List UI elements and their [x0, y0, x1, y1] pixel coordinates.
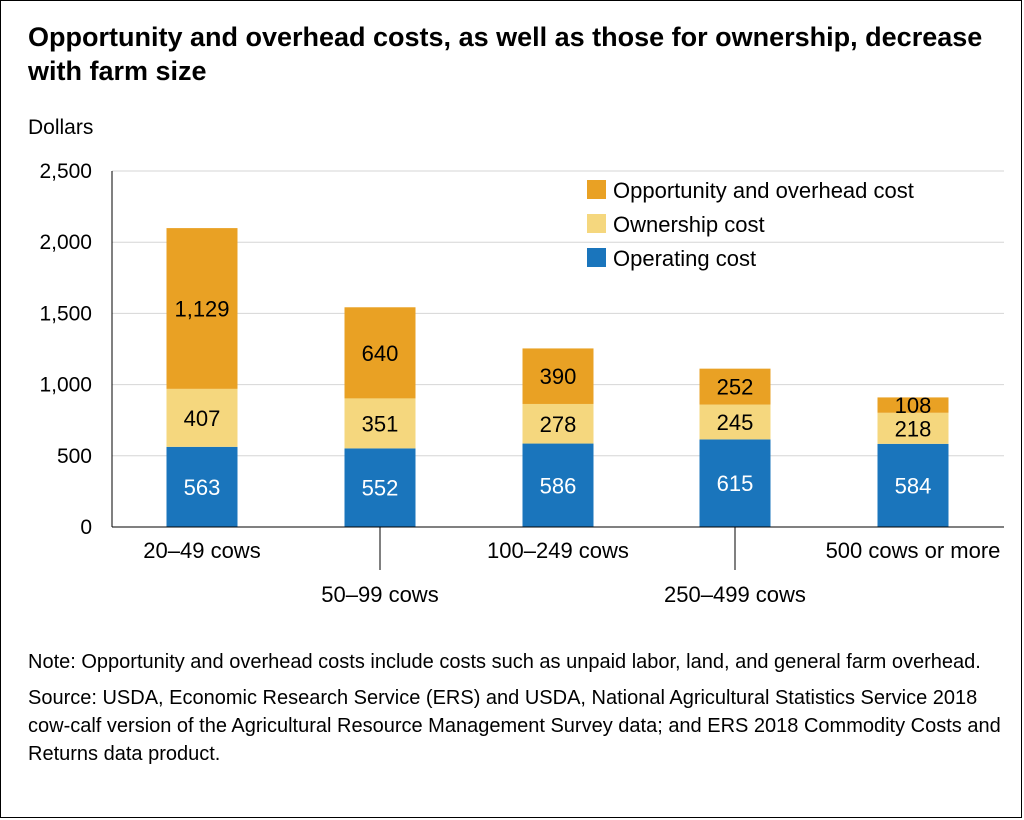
- chart-title: Opportunity and overhead costs, as well …: [28, 22, 983, 86]
- y-axis-label: Dollars: [28, 116, 93, 139]
- y-tick-label: 500: [57, 445, 92, 468]
- bar-segment: [522, 443, 594, 527]
- data-label: 552: [362, 476, 399, 501]
- notes-section: Note: Opportunity and overhead costs inc…: [28, 648, 1003, 776]
- data-label: 407: [184, 406, 221, 431]
- bar-segment: [166, 446, 238, 527]
- y-tick-label: 0: [80, 516, 92, 539]
- x-tick-label: 250–499 cows: [664, 582, 806, 607]
- x-tick-label: 500 cows or more: [826, 538, 1001, 563]
- stacked-bar-chart: Dollars 0 500 1,000 1,500 2,000 2,500 563 407 1,1…: [28, 116, 1004, 607]
- data-label: 390: [540, 364, 577, 389]
- y-tick-label: 1,500: [39, 302, 92, 325]
- bar-segment: [344, 307, 416, 399]
- bar-segment: [699, 368, 771, 405]
- chart-note: Note: Opportunity and overhead costs inc…: [28, 651, 981, 673]
- legend-swatch: [587, 214, 606, 233]
- bar-segment: [877, 397, 949, 413]
- legend-label: Operating cost: [613, 246, 756, 271]
- data-label: 252: [717, 375, 754, 400]
- data-label: 278: [540, 412, 577, 437]
- data-label: 584: [895, 473, 932, 498]
- legend-swatch: [587, 248, 606, 267]
- bar-segment: [344, 398, 416, 449]
- legend-label: Opportunity and overhead cost: [613, 178, 914, 203]
- data-label: 640: [362, 341, 399, 366]
- chart-source: Source: USDA, Economic Research Service …: [28, 687, 1001, 765]
- x-tick-label: 100–249 cows: [487, 538, 629, 563]
- legend-swatch: [587, 180, 606, 199]
- bar-segment: [699, 404, 771, 440]
- data-label: 108: [895, 393, 932, 418]
- y-tick-label: 2,500: [39, 160, 92, 183]
- data-label: 563: [184, 475, 221, 500]
- bar-segment: [877, 443, 949, 527]
- y-tick-label: 1,000: [39, 374, 92, 397]
- data-label: 586: [540, 473, 577, 498]
- bar-segment: [699, 439, 771, 527]
- bar-segment: [166, 228, 238, 389]
- bar-segment: [522, 403, 594, 444]
- data-label: 218: [895, 416, 932, 441]
- bar-segment: [522, 348, 594, 404]
- data-label: 615: [717, 471, 754, 496]
- bar-segment: [166, 388, 238, 447]
- x-tick-label: 20–49 cows: [143, 538, 260, 563]
- x-tick-label: 50–99 cows: [321, 582, 438, 607]
- bar-segment: [344, 448, 416, 527]
- legend-label: Ownership cost: [613, 212, 765, 237]
- bar-segment: [877, 412, 949, 444]
- data-label: 351: [362, 411, 399, 436]
- data-label: 245: [717, 410, 754, 435]
- y-tick-label: 2,000: [39, 231, 92, 254]
- data-label: 1,129: [174, 296, 229, 321]
